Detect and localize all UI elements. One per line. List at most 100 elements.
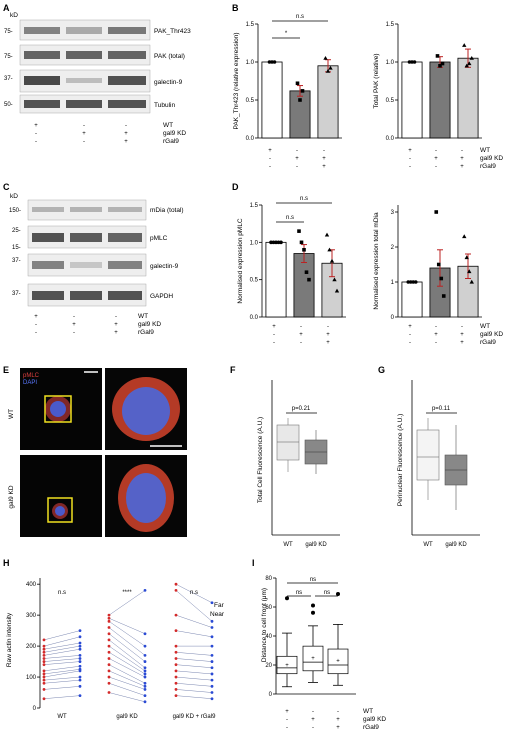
data-point-far xyxy=(174,663,178,667)
data-point-near xyxy=(78,684,82,688)
data-point-far xyxy=(174,688,178,691)
significance-label: **** xyxy=(122,590,132,596)
bar xyxy=(429,61,451,139)
chart-d-left: 0.0 0.5 1.0 1.5 Normalised expression pMLC n.… xyxy=(237,196,346,321)
y-tick-label: 1.5 xyxy=(386,22,395,28)
chart-d-right: 0 1 2 3 Normalised expression total mDia xyxy=(373,205,482,321)
y-axis-label: Distance to cell front (μm) xyxy=(261,588,268,662)
band xyxy=(108,261,142,269)
data-point-near xyxy=(78,647,82,651)
data-point xyxy=(412,60,417,64)
pair-line xyxy=(108,670,146,687)
condition-table-c: + - - WT - + + gal9 KD - - + rGal9 xyxy=(34,313,161,336)
band-label: galectin-9 xyxy=(154,79,183,86)
data-point xyxy=(302,248,306,252)
bar xyxy=(293,253,315,318)
data-point xyxy=(406,280,411,284)
condition-mark: - xyxy=(323,148,325,154)
data-point-near xyxy=(143,660,147,663)
condition-mark: - xyxy=(409,332,411,338)
legend-near: Near xyxy=(210,611,225,618)
data-point xyxy=(272,60,277,64)
condition-mark: - xyxy=(273,332,275,338)
y-axis-label: Total Cell Fluorescence (A.U.) xyxy=(257,417,264,503)
pair-line xyxy=(43,630,81,641)
significance-label: n.s xyxy=(190,590,198,596)
blot-strip-galectin9 xyxy=(27,253,147,277)
band-label: GAPDH xyxy=(150,293,173,300)
band xyxy=(70,233,102,242)
condition-mark: - xyxy=(273,340,275,346)
condition-mark: - xyxy=(296,164,298,170)
condition-mark: - xyxy=(286,717,288,723)
condition-mark: + xyxy=(72,322,76,328)
mw-label: 75- xyxy=(4,29,13,35)
condition-mark: - xyxy=(269,164,271,170)
pair-line xyxy=(108,645,146,672)
condition-label: WT xyxy=(163,122,173,129)
data-point-near xyxy=(78,694,82,698)
panel-d: D 0.0 0.5 1.0 1.5 Normalised expression pMLC… xyxy=(232,182,503,346)
band xyxy=(32,207,64,212)
band xyxy=(24,27,60,34)
category-label: WT xyxy=(423,542,433,548)
significance-label: n.s xyxy=(58,590,66,596)
data-point xyxy=(304,270,309,274)
outlier xyxy=(336,591,340,596)
band xyxy=(108,291,142,300)
data-point-near xyxy=(143,632,147,636)
pair-line xyxy=(175,583,213,603)
condition-label: gal9 KD xyxy=(363,716,386,723)
data-point xyxy=(410,60,414,64)
nucleus xyxy=(55,506,65,516)
category-label: WT xyxy=(57,714,67,720)
band xyxy=(108,51,146,59)
data-point xyxy=(297,229,301,233)
condition-mark: - xyxy=(300,324,302,330)
p-value: p=0.11 xyxy=(432,406,451,412)
condition-mark: + xyxy=(295,156,299,162)
y-tick-label: 60 xyxy=(265,605,272,611)
data-point-far xyxy=(107,675,111,679)
data-point xyxy=(467,269,472,274)
y-tick-label: 1 xyxy=(391,280,395,286)
data-point-far xyxy=(107,650,111,654)
data-point-near xyxy=(78,629,82,633)
panel-e-letter: E xyxy=(3,365,9,375)
data-point-near xyxy=(143,653,147,657)
mw-label: 50- xyxy=(4,102,13,108)
pair-line xyxy=(175,695,213,699)
y-tick-label: 80 xyxy=(265,576,272,582)
blot-a xyxy=(19,19,151,114)
y-tick-label: 400 xyxy=(26,582,37,588)
pair-line xyxy=(108,627,146,656)
data-point-far xyxy=(107,613,111,617)
pair-line xyxy=(175,658,213,662)
data-point-near xyxy=(210,678,214,682)
data-point-far xyxy=(42,675,46,679)
data-point xyxy=(267,60,272,64)
condition-mark: + xyxy=(434,156,438,162)
data-point xyxy=(464,63,469,68)
data-point-near xyxy=(210,672,214,676)
y-tick-label: 1.0 xyxy=(250,240,259,246)
condition-mark: + xyxy=(82,131,86,137)
band xyxy=(24,76,60,85)
pair-line xyxy=(108,692,146,703)
data-point-far xyxy=(42,669,46,673)
data-point-near xyxy=(210,660,214,663)
zoom-box xyxy=(44,395,72,423)
pair-line xyxy=(108,639,146,668)
pair-line xyxy=(108,683,146,696)
data-point-far xyxy=(42,660,46,663)
condition-mark: - xyxy=(409,340,411,346)
condition-mark: - xyxy=(35,330,37,336)
band xyxy=(108,76,146,85)
condition-mark: - xyxy=(35,139,37,145)
band xyxy=(66,51,102,59)
data-point-near xyxy=(143,681,147,685)
pair-line xyxy=(43,648,81,656)
mw-label: 37- xyxy=(4,76,13,82)
condition-mark: + xyxy=(336,725,340,731)
micrograph-kd-overview xyxy=(20,455,102,537)
